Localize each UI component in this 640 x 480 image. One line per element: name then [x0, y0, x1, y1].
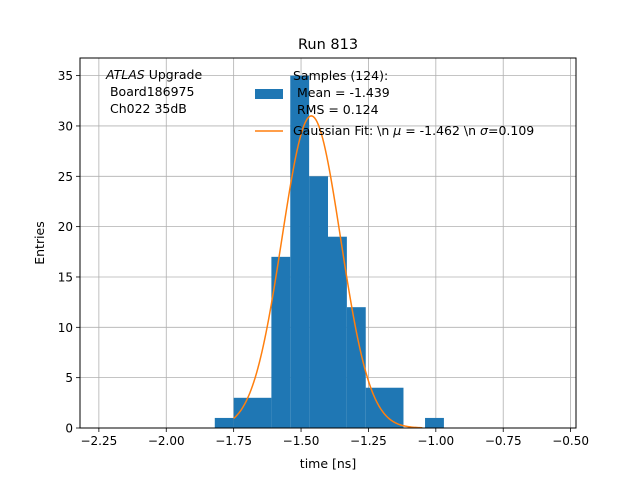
gaussian-fit — [233, 115, 423, 429]
x-tick-label: −0.50 — [552, 434, 589, 448]
annotation-line-3: Ch022 35dB — [106, 101, 187, 116]
legend-fit-mu: μ — [392, 123, 401, 138]
histogram-bar — [271, 256, 291, 428]
legend-fit-prefix: Gaussian Fit: \n — [293, 123, 393, 138]
legend-fit-sigma: σ — [480, 123, 489, 138]
legend-hist-line-2: Mean = -1.439 — [293, 85, 390, 100]
y-tick-label: 15 — [58, 270, 73, 284]
legend-hist-line-1: Samples (124): — [293, 68, 388, 83]
x-tick-label: −2.00 — [148, 434, 185, 448]
x-tick-label: −1.75 — [215, 434, 252, 448]
histogram-bar — [365, 387, 404, 428]
plot-frame — [79, 57, 577, 429]
y-tick-label: 30 — [58, 119, 73, 133]
histogram-bar — [214, 417, 234, 428]
annotation-line-2: Board186975 — [106, 84, 194, 99]
chart-title: Run 813 — [298, 37, 358, 53]
histogram-bar — [328, 236, 347, 428]
y-tick-label: 35 — [58, 69, 73, 83]
legend-hist-swatch — [255, 89, 283, 99]
x-tick-label: −2.25 — [80, 434, 117, 448]
atlas-annotation: ATLAS Upgrade Board186975 Ch022 35dB — [105, 67, 202, 116]
annotation-upgrade: Upgrade — [145, 67, 203, 82]
histogram-bar — [346, 307, 366, 428]
y-tick-label: 5 — [65, 371, 73, 385]
legend-fit-label: Gaussian Fit: \n μ = -1.462 \n σ=0.109 — [293, 123, 534, 138]
y-tick-label: 20 — [58, 220, 73, 234]
legend: Samples (124): Mean = -1.439 RMS = 0.124… — [255, 68, 534, 138]
y-tick-label: 10 — [58, 321, 73, 335]
annotation-atlas: ATLAS — [105, 67, 145, 82]
histogram-bar — [425, 417, 444, 428]
legend-hist-line-3: RMS = 0.124 — [293, 102, 379, 117]
gaussian-fit-curve — [233, 115, 423, 429]
x-tick-label: −0.75 — [485, 434, 522, 448]
x-axis-label: time [ns] — [300, 456, 356, 471]
x-tick-label: −1.00 — [417, 434, 454, 448]
y-tick-label: 25 — [58, 170, 73, 184]
y-axis-ticks: 0 5 10 15 20 25 30 35 — [58, 69, 80, 436]
annotation-line-1: ATLAS Upgrade — [105, 67, 202, 82]
histogram-bar — [233, 397, 272, 428]
x-axis-ticks: −2.25 −2.00 −1.75 −1.50 −1.25 −1.00 −0.75 −0.50 — [80, 428, 589, 448]
x-tick-label: −1.50 — [283, 434, 320, 448]
histogram-bar — [309, 176, 328, 428]
y-axis-label: Entries — [32, 221, 47, 265]
x-tick-label: −1.25 — [350, 434, 387, 448]
y-tick-label: 0 — [65, 422, 73, 436]
legend-fit-mid: = -1.462 \n — [401, 123, 480, 138]
legend-fit-suffix: =0.109 — [488, 123, 534, 138]
